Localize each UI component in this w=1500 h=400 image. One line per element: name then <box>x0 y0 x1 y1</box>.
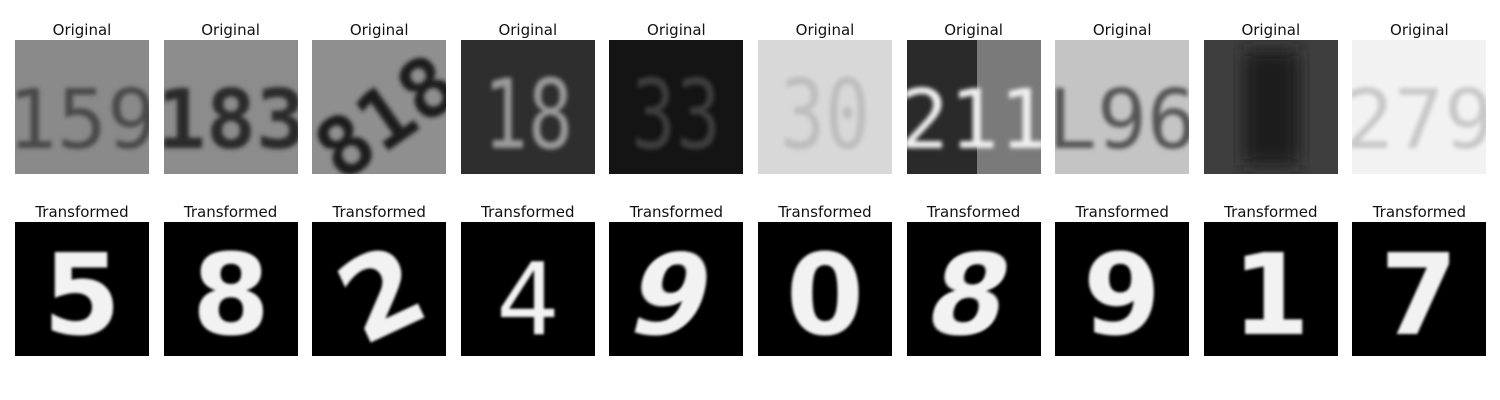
thumbnail-background <box>15 222 149 356</box>
original-digits-glyphs: 279 <box>1352 73 1486 168</box>
transformed-digit-image: 9 <box>1055 222 1190 356</box>
thumbnail-background <box>163 222 298 356</box>
transformed-panel-title: Transformed <box>778 203 872 221</box>
thumbnail-background <box>609 222 744 356</box>
thumbnail-background <box>1352 222 1487 356</box>
thumbnail-background <box>758 222 892 356</box>
original-panel-title: Original <box>944 21 1003 39</box>
thumbnail-background <box>906 222 1041 356</box>
transformed-digit-image: 5 <box>15 222 149 356</box>
thumbnail-background <box>460 40 595 174</box>
transformed-panel-title: Transformed <box>629 203 724 221</box>
thumbnail-background <box>312 222 447 356</box>
original-digits-glyphs: 183 <box>164 73 298 168</box>
transformed-digit-image: 1 <box>1203 222 1338 356</box>
original-digit-image: 279 <box>1352 40 1487 174</box>
original-panel-title: Original <box>647 21 706 39</box>
thumbnail-background <box>460 222 595 356</box>
transformed-digit-image: 2 <box>312 222 447 356</box>
transformed-digit-image: 0 <box>758 222 892 356</box>
transformed-panel-title: Transformed <box>1075 203 1169 221</box>
original-digit-image: L96 <box>1055 40 1190 174</box>
original-panel-title: Original <box>1390 21 1449 39</box>
original-panel-title: Original <box>52 21 112 39</box>
original-digit-image: 30 <box>758 40 892 174</box>
original-panel-title: Original <box>1241 21 1301 39</box>
original-digit-image <box>1203 40 1338 174</box>
transformed-digit-glyph: 7 <box>1380 231 1458 356</box>
thumbnail-background <box>1352 40 1487 174</box>
transformed-panel-title: Transformed <box>1372 203 1467 221</box>
thumbnail-background <box>609 40 744 174</box>
transformed-panel-title: Transformed <box>35 203 129 221</box>
transformed-panel-title: Transformed <box>481 203 575 221</box>
original-panel-title: Original <box>201 21 260 39</box>
original-panel-title: Original <box>795 21 855 39</box>
transformed-digit-image: 8 <box>163 222 298 356</box>
transformed-digit-image: 7 <box>1352 222 1487 356</box>
original-digits-glyphs: 159 <box>15 73 149 168</box>
thumbnail-background <box>163 40 298 174</box>
original-digits-glyphs: 33 <box>631 59 721 171</box>
original-digit-image: 183 <box>163 40 298 174</box>
original-digits-glyphs: 211 <box>907 73 1041 168</box>
transformed-digit-glyph: 9 <box>1083 231 1161 356</box>
transformed-digit-glyph: 4 <box>496 241 560 356</box>
transformed-digit-glyph: 8 <box>192 231 270 356</box>
transformed-panel-title: Transformed <box>183 203 278 221</box>
original-digit-image: 18 <box>460 40 595 174</box>
original-panel-title: Original <box>349 21 409 39</box>
thumbnail-background <box>1055 222 1190 356</box>
original-panel-title: Original <box>498 21 558 39</box>
original-digit-image: 211 <box>906 40 1041 174</box>
transformed-panel-title: Transformed <box>332 203 426 221</box>
original-digit-image: 818 <box>312 40 447 174</box>
transformed-digit-image: 9 <box>609 222 744 356</box>
transformed-digit-image: 4 <box>460 222 595 356</box>
original-digit-image: 159 <box>15 40 149 174</box>
original-digit-image: 33 <box>609 40 744 174</box>
thumbnail-background <box>15 40 149 174</box>
transformed-digit-glyph: 0 <box>786 231 864 356</box>
original-digits-glyphs: 18 <box>483 59 573 171</box>
transformed-digit-glyph: 1 <box>1232 231 1310 356</box>
thumbnail-background <box>1203 222 1338 356</box>
transformed-digit-glyph: 5 <box>43 231 121 356</box>
transformed-digit-image: 8 <box>906 222 1041 356</box>
transformed-panel-title: Transformed <box>1224 203 1318 221</box>
original-panel-title: Original <box>1092 21 1152 39</box>
thumbnail-background <box>1055 40 1190 174</box>
thumbnail-background <box>312 40 447 174</box>
original-digits-glyphs: L96 <box>1055 73 1189 168</box>
thumbnail-background <box>758 40 892 174</box>
original-digits-glyphs: 30 <box>780 59 870 171</box>
transformed-panel-title: Transformed <box>926 203 1021 221</box>
